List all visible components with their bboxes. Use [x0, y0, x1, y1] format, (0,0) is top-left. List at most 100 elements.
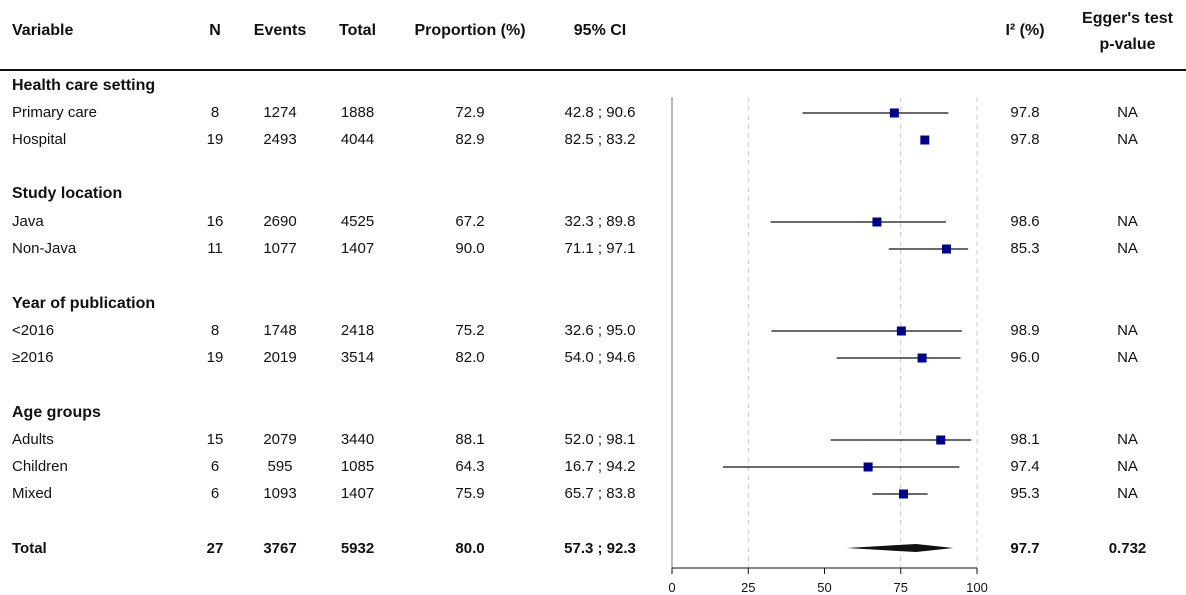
row-total: 1407 — [340, 240, 375, 257]
row-egger: NA — [1117, 213, 1138, 230]
estimate-marker — [863, 462, 873, 472]
x-tick-label: 50 — [817, 580, 831, 595]
row-i2: 85.3 — [1010, 240, 1040, 257]
row-ci: 32.3 ; 89.8 — [564, 213, 636, 230]
row-total: 1407 — [340, 485, 375, 502]
x-tick-label: 25 — [741, 580, 755, 595]
total-total: 5932 — [340, 540, 375, 557]
total-egger: 0.732 — [1108, 540, 1147, 557]
header-rule — [0, 69, 1186, 71]
header-egger-line1: Egger's test — [1082, 10, 1173, 27]
row-i2: 97.8 — [1010, 131, 1040, 148]
row-n: 19 — [206, 131, 224, 148]
row-label: Mixed — [12, 485, 53, 502]
row-total: 4525 — [340, 213, 375, 230]
row-label: Adults — [12, 431, 54, 448]
row-egger: NA — [1117, 458, 1138, 475]
row-ci: 82.5 ; 83.2 — [564, 131, 636, 148]
row-ci: 65.7 ; 83.8 — [564, 485, 636, 502]
row-prop: 72.9 — [455, 104, 485, 121]
group-title: Age groups — [12, 404, 101, 421]
row-events: 1093 — [263, 485, 297, 502]
estimate-marker — [898, 489, 908, 499]
total-ci: 57.3 ; 92.3 — [564, 540, 636, 557]
row-i2: 95.3 — [1010, 485, 1040, 502]
row-ci: 32.6 ; 95.0 — [564, 322, 636, 339]
row-events: 2690 — [263, 213, 297, 230]
estimate-marker — [936, 435, 946, 445]
row-egger: NA — [1117, 240, 1138, 257]
x-tick-label: 0 — [668, 580, 675, 595]
header-proportion: Proportion (%) — [414, 22, 526, 39]
estimate-marker — [920, 135, 930, 145]
row-events: 1748 — [263, 322, 297, 339]
row-egger: NA — [1117, 104, 1138, 121]
row-ci: 52.0 ; 98.1 — [564, 431, 636, 448]
row-label: Children — [12, 458, 68, 475]
row-n: 11 — [207, 240, 223, 257]
header-egger-line2: p-value — [1099, 36, 1156, 53]
row-prop: 75.9 — [455, 485, 485, 502]
estimate-marker — [942, 244, 951, 254]
header-ci: 95% CI — [573, 22, 627, 39]
total-label: Total — [12, 540, 47, 557]
row-i2: 98.1 — [1010, 431, 1040, 448]
row-ci: 16.7 ; 94.2 — [564, 458, 636, 475]
row-prop: 75.2 — [455, 322, 485, 339]
row-total: 4044 — [340, 131, 375, 148]
group-title: Year of publication — [12, 295, 156, 312]
row-prop: 90.0 — [455, 240, 485, 257]
group-title: Study location — [12, 185, 123, 202]
row-total: 3514 — [340, 349, 375, 366]
row-events: 2493 — [263, 131, 297, 148]
row-ci: 54.0 ; 94.6 — [564, 349, 636, 366]
row-prop: 82.0 — [455, 349, 485, 366]
estimate-marker — [917, 353, 927, 363]
row-egger: NA — [1117, 322, 1138, 339]
header-variable: Variable — [12, 22, 74, 39]
total-events: 3767 — [263, 540, 297, 557]
row-i2: 96.0 — [1010, 349, 1040, 366]
row-n: 15 — [206, 431, 224, 448]
row-events: 1077 — [263, 240, 297, 257]
estimate-marker — [889, 108, 899, 118]
row-n: 16 — [206, 213, 224, 230]
row-i2: 98.6 — [1010, 213, 1040, 230]
summary-diamond — [846, 544, 954, 552]
row-total: 1888 — [340, 104, 375, 121]
estimate-marker — [872, 217, 882, 227]
row-total: 2418 — [340, 322, 375, 339]
row-prop: 64.3 — [455, 458, 485, 475]
row-ci: 42.8 ; 90.6 — [564, 104, 636, 121]
total-prop: 80.0 — [455, 540, 485, 557]
row-prop: 82.9 — [455, 131, 485, 148]
header-i2: I² (%) — [1005, 22, 1045, 39]
row-label: Java — [12, 213, 44, 230]
row-egger: NA — [1117, 349, 1138, 366]
row-i2: 98.9 — [1010, 322, 1040, 339]
row-ci: 71.1 ; 97.1 — [564, 240, 636, 257]
group-title: Health care setting — [12, 77, 156, 94]
x-tick-label: 100 — [966, 580, 988, 595]
row-egger: NA — [1117, 431, 1138, 448]
header-n: N — [209, 22, 221, 39]
row-i2: 97.8 — [1010, 104, 1040, 121]
row-events: 2079 — [263, 431, 297, 448]
row-n: 19 — [206, 349, 224, 366]
total-i2: 97.7 — [1010, 540, 1040, 557]
row-events: 595 — [267, 458, 293, 475]
row-n: 8 — [210, 322, 220, 339]
row-i2: 97.4 — [1010, 458, 1040, 475]
row-label: Hospital — [12, 131, 67, 148]
row-total: 1085 — [340, 458, 375, 475]
row-label: <2016 — [12, 322, 55, 339]
row-n: 6 — [210, 458, 220, 475]
row-prop: 67.2 — [455, 213, 485, 230]
row-egger: NA — [1117, 485, 1138, 502]
row-label: Primary care — [12, 104, 98, 121]
row-n: 8 — [210, 104, 220, 121]
header-events: Events — [253, 22, 307, 39]
row-egger: NA — [1117, 131, 1138, 148]
row-events: 1274 — [263, 104, 297, 121]
